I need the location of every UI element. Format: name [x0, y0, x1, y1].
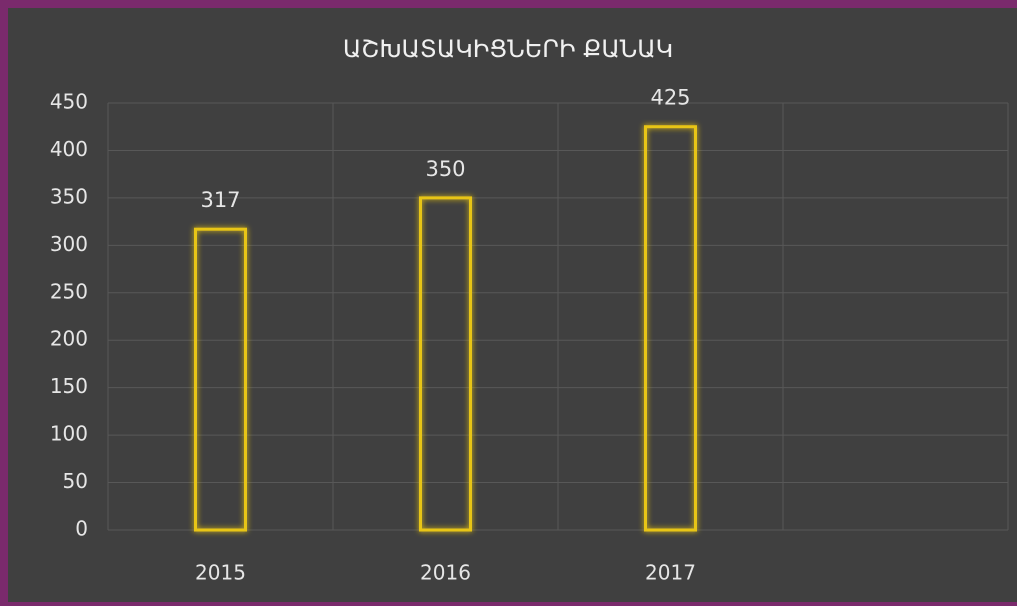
y-tick-label: 250 [50, 279, 88, 303]
y-tick-label: 200 [50, 327, 88, 351]
bar [194, 227, 247, 532]
x-tick-label: 2017 [645, 561, 696, 585]
chart-frame: ԱՇԽԱՏԱԿԻՑՆԵՐԻ ՔԱՆԱԿ 0 50 100 150 200 250 300 35… [8, 8, 1017, 602]
data-label: 425 [650, 86, 690, 110]
y-tick-label: 0 [75, 517, 88, 541]
y-tick-label: 350 [50, 184, 88, 208]
bar [644, 125, 697, 532]
y-tick-label: 450 [50, 90, 88, 114]
y-tick-label: 300 [50, 232, 88, 256]
data-label: 350 [425, 157, 465, 181]
y-tick-label: 100 [50, 422, 88, 446]
chart-title: ԱՇԽԱՏԱԿԻՑՆԵՐԻ ՔԱՆԱԿ [343, 35, 673, 63]
y-tick-label: 150 [50, 374, 88, 398]
bar [419, 196, 472, 532]
chart: ԱՇԽԱՏԱԿԻՑՆԵՐԻ ՔԱՆԱԿ 0 50 100 150 200 250 300 35… [50, 35, 1009, 585]
x-tick-label: 2016 [420, 561, 471, 585]
data-label: 317 [200, 188, 240, 212]
y-tick-label: 400 [50, 137, 88, 161]
x-tick-label: 2015 [195, 561, 246, 585]
y-tick-label: 50 [63, 469, 88, 493]
